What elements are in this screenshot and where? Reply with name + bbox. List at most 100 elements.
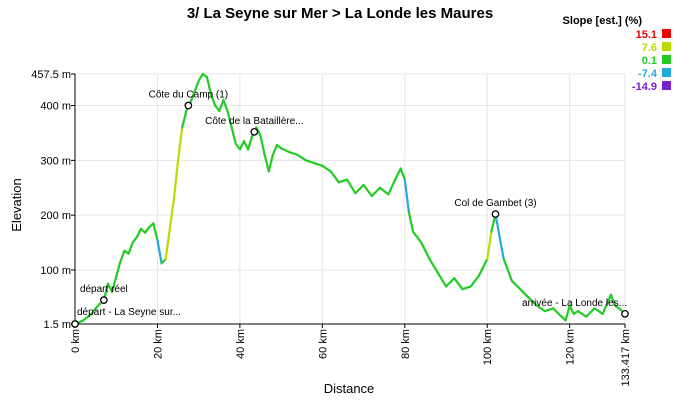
profile-segment [601, 293, 613, 315]
profile-segment [609, 293, 617, 307]
profile-segment [271, 143, 279, 156]
profile-segment [354, 183, 365, 195]
profile-segment [304, 159, 316, 165]
legend-title: Slope [est.] (%) [563, 15, 643, 27]
profile-segment [502, 257, 514, 283]
profile-segment [267, 153, 274, 173]
legend-value: 0.1 [642, 55, 657, 67]
x-tick-label: 20 km [152, 329, 164, 359]
waypoint-label: arrivée - La Londe les... [522, 298, 627, 309]
profile-segment [131, 236, 138, 244]
profile-segment [181, 109, 188, 129]
legend-swatch [662, 55, 671, 64]
profile-segment [387, 175, 398, 196]
profile-segment [403, 178, 411, 214]
profile-segment [127, 241, 134, 255]
profile-segment [82, 312, 93, 322]
profile-segment [193, 79, 200, 93]
profile-segment [259, 134, 266, 156]
y-tick-label: 1.5 m [43, 319, 71, 331]
x-tick-label: 80 km [400, 329, 412, 359]
profile-segment [280, 147, 291, 154]
waypoint-label: départ - La Seyne sur... [77, 307, 181, 318]
x-axis-label: Distance [324, 381, 375, 396]
profile-segment [288, 151, 299, 156]
profile-segment [230, 126, 237, 146]
y-tick-label: 300 m [40, 155, 71, 167]
legend-value: 7.6 [642, 42, 657, 54]
profile-segment [172, 159, 180, 200]
legend-swatch [662, 29, 671, 38]
waypoint-marker [100, 296, 108, 305]
waypoint-marker [621, 310, 629, 318]
profile-segment [543, 307, 555, 313]
profile-segment [469, 274, 481, 288]
tick-labels: 1.5 m 100 m 200 m 300 m 400 m 457.5 m 0 km 20 k… [31, 69, 632, 386]
profile-segment [197, 72, 204, 82]
profile-segment [576, 310, 588, 318]
profile-segment [461, 285, 472, 291]
waypoint-marker [184, 101, 193, 110]
profile-segment [176, 126, 184, 162]
profile-segment [218, 98, 225, 113]
x-tick-label: 100 km [482, 329, 494, 365]
x-tick-label: 133.417 km [620, 329, 632, 386]
legend-swatch [662, 42, 671, 51]
legend-value: -7.4 [638, 68, 658, 80]
profile-segment [585, 307, 596, 318]
profile-segment [238, 140, 246, 151]
x-tick-label: 60 km [317, 329, 329, 359]
profile-segment [205, 75, 213, 96]
profile-segment [420, 241, 431, 261]
chart-title: 3/ La Seyne sur Mer > La Londe les Maure… [187, 5, 493, 22]
profile-segment [321, 164, 332, 173]
profile-segment [119, 249, 126, 263]
profile-segment [411, 230, 423, 244]
profile-segment [115, 260, 122, 278]
profile-segment [568, 304, 575, 315]
profile-segment [519, 288, 530, 299]
profile-segment [564, 304, 571, 322]
waypoint-label: Col de Gambet (3) [454, 198, 536, 209]
profile-segment [535, 304, 547, 313]
waypoint-label: Côte du Camp (1) [149, 90, 228, 101]
profile-segment [486, 230, 493, 261]
y-tick-label: 200 m [40, 210, 71, 222]
grid [74, 73, 626, 325]
waypoint-marker [491, 210, 500, 218]
legend-swatch [662, 68, 671, 77]
profile-segment [209, 93, 217, 107]
waypoint-marker [250, 127, 259, 136]
waypoints: départ - La Seyne sur... départ réel Côte … [71, 90, 629, 328]
profile-segment [370, 186, 382, 198]
slope-legend: 15.17.60.1-7.4-14.9 [632, 29, 671, 93]
x-tick-label: 120 km [565, 329, 577, 365]
profile-segment [143, 226, 151, 234]
profile-segment [345, 178, 357, 195]
profile-segment [296, 153, 307, 162]
profile-segment [477, 257, 489, 277]
legend-value: -14.9 [632, 81, 657, 93]
profile-segment [329, 170, 340, 184]
profile-segment [255, 126, 262, 137]
y-tick-label: 400 m [40, 101, 71, 113]
profile-segment [362, 183, 373, 198]
waypoint-marker [71, 320, 79, 328]
profile-segment [378, 186, 390, 196]
profile-segment [247, 134, 254, 151]
profile-segment [90, 307, 97, 315]
profile-segment [453, 277, 464, 291]
profile-segment [593, 307, 604, 315]
profile-segment [395, 167, 402, 178]
profile-segment [164, 227, 171, 261]
waypoint-label: départ réel [80, 284, 128, 295]
waypoint-label: Côte de la Bataillère... [205, 116, 303, 127]
profile-segment [152, 222, 159, 241]
profile-segment [428, 257, 439, 274]
profile-segment [407, 211, 415, 233]
legend-value: 15.1 [636, 29, 657, 41]
profile-segment [168, 197, 176, 230]
y-tick-label: 457.5 m [31, 69, 71, 81]
y-tick-label: 100 m [40, 265, 71, 277]
profile-segment [135, 227, 143, 239]
